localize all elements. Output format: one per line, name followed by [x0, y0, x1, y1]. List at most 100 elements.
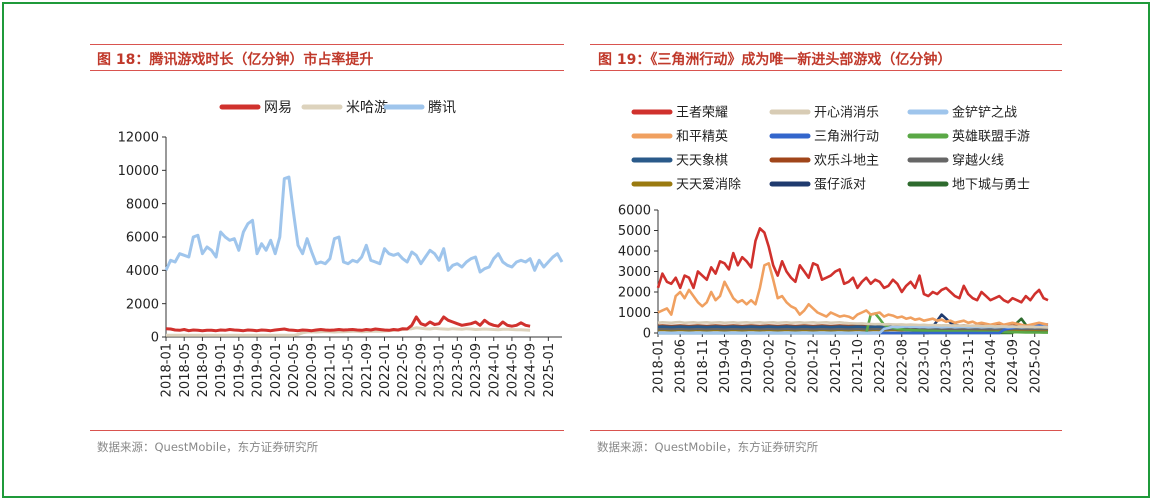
x-tick-label: 2020-09: [305, 343, 320, 397]
legend-label: 腾讯: [428, 99, 456, 116]
y-tick-label: 3000: [618, 265, 651, 280]
legend-item: 金铲铲之战: [907, 105, 1017, 121]
left-chart: 网易 米哈游 腾讯 0 2000 4000 6000 8000 10000 12000 2018-0…: [118, 99, 564, 397]
x-tick-label: 2019-04: [718, 339, 733, 393]
x-tick-label: 2020-07: [785, 339, 800, 393]
x-tick-label: 2021-10: [851, 339, 866, 393]
x-tick-label: 2025-02: [1028, 339, 1043, 393]
x-tick-label: 2024-05: [505, 343, 520, 397]
x-tick-label: 2021-09: [360, 343, 375, 397]
left-source-note: 数据来源：QuestMobile，东方证券研究所: [97, 440, 319, 454]
legend-label: 天天爱消除: [676, 178, 741, 193]
left-title-rule-bottom: [90, 70, 564, 71]
left-chart-title: 图 18：腾讯游戏时长（亿分钟）市占率提升: [97, 52, 374, 68]
x-tick-label: 2022-09: [414, 343, 429, 397]
x-tick-label: 2024-01: [487, 343, 502, 397]
x-tick-label: 2020-01: [269, 343, 284, 397]
x-tick-label: 2024-09: [524, 343, 539, 397]
legend-item: 蛋仔派对: [769, 178, 866, 193]
x-tick-label: 2023-06: [940, 339, 955, 393]
x-tick-label: 2021-05: [829, 339, 844, 393]
legend-label: 地下城与勇士: [952, 178, 1030, 193]
y-tick-label: 10000: [118, 164, 159, 179]
x-tick-label: 2018-09: [196, 343, 211, 397]
x-tick-label: 2021-01: [323, 343, 338, 397]
legend-item: 穿越火线: [907, 153, 1004, 169]
legend-label: 金铲铲之战: [952, 105, 1017, 121]
legend-label: 英雄联盟手游: [952, 130, 1030, 145]
x-tick-label: 2019-09: [251, 343, 266, 397]
x-tick-label: 2019-05: [232, 343, 247, 397]
y-tick-label: 2000: [618, 286, 651, 301]
x-tick-label: 2024-09: [1006, 339, 1021, 393]
legend-label: 三角洲行动: [814, 130, 879, 145]
y-tick-label: 6000: [126, 231, 159, 246]
x-tick-label: 2018-11: [696, 339, 711, 393]
legend-label: 蛋仔派对: [814, 178, 866, 193]
series-line: [166, 326, 531, 337]
x-tick-label: 2018-01: [652, 339, 667, 393]
x-tick-label: 2022-08: [895, 339, 910, 393]
x-tick-label: 2019-09: [740, 339, 755, 393]
x-tick-label: 2025-01: [542, 343, 557, 397]
legend-label: 王者荣耀: [676, 106, 728, 121]
legend-item: 三角洲行动: [769, 130, 879, 145]
right-source-rule: [590, 430, 1062, 431]
x-tick-label: 2022-03: [873, 339, 888, 393]
legend-item: 王者荣耀: [631, 106, 728, 121]
series-line: [657, 320, 1049, 329]
x-tick-label: 2023-09: [469, 343, 484, 397]
legend-label: 天天象棋: [676, 154, 728, 169]
x-tick-label: 2018-01: [160, 343, 175, 397]
y-tick-label: 5000: [618, 224, 651, 239]
x-tick-label: 2020-12: [807, 339, 822, 393]
series-line: [657, 262, 1049, 328]
y-tick-label: 6000: [618, 204, 651, 219]
x-tick-label: 2023-01: [433, 343, 448, 397]
legend-item: 米哈游: [301, 100, 388, 116]
right-title-rule-bottom: [590, 70, 1062, 71]
right-chart-title: 图 19：《三角洲行动》成为唯一新进头部游戏（亿分钟）: [598, 52, 952, 68]
x-tick-label: 2022-01: [378, 343, 393, 397]
legend-label: 网易: [264, 100, 292, 116]
x-tick-label: 2023-11: [962, 339, 977, 393]
legend-label: 开心消消乐: [814, 106, 879, 121]
legend-item: 天天象棋: [631, 154, 728, 169]
legend-item: 地下城与勇士: [907, 178, 1030, 193]
legend-item: 和平精英: [631, 130, 728, 145]
x-tick-label: 2018-05: [178, 343, 193, 397]
y-tick-label: 4000: [126, 264, 159, 279]
legend-label: 米哈游: [346, 100, 388, 116]
legend-label: 穿越火线: [952, 153, 1004, 169]
right-title-rule-top: [590, 44, 1062, 45]
x-tick-label: 2023-05: [451, 343, 466, 397]
y-tick-label: 0: [643, 327, 651, 342]
y-tick-label: 0: [151, 331, 159, 346]
legend-item: 英雄联盟手游: [907, 130, 1030, 145]
x-tick-label: 2022-05: [396, 343, 411, 397]
x-tick-label: 2023-01: [917, 339, 932, 393]
legend-item: 欢乐斗地主: [769, 154, 879, 169]
legend-label: 欢乐斗地主: [814, 154, 879, 169]
x-tick-label: 2019-01: [214, 343, 229, 397]
y-tick-label: 2000: [126, 297, 159, 312]
x-tick-label: 2020-02: [762, 339, 777, 393]
legend-item: 开心消消乐: [769, 106, 879, 121]
x-tick-label: 2020-05: [287, 343, 302, 397]
legend-item: 天天爱消除: [631, 178, 741, 193]
x-tick-label: 2021-05: [342, 343, 357, 397]
series-line: [656, 227, 1049, 304]
right-source-note: 数据来源：QuestMobile，东方证券研究所: [597, 440, 819, 454]
series-line: [165, 315, 531, 333]
series-line: [164, 175, 564, 274]
legend-item: 网易: [219, 100, 292, 116]
y-tick-label: 12000: [118, 131, 159, 146]
y-tick-label: 4000: [618, 245, 651, 260]
y-tick-label: 1000: [618, 306, 651, 321]
y-tick-label: 8000: [126, 197, 159, 212]
left-source-rule: [90, 430, 564, 431]
left-title-rule-top: [90, 44, 564, 45]
legend-item: 腾讯: [383, 99, 456, 116]
